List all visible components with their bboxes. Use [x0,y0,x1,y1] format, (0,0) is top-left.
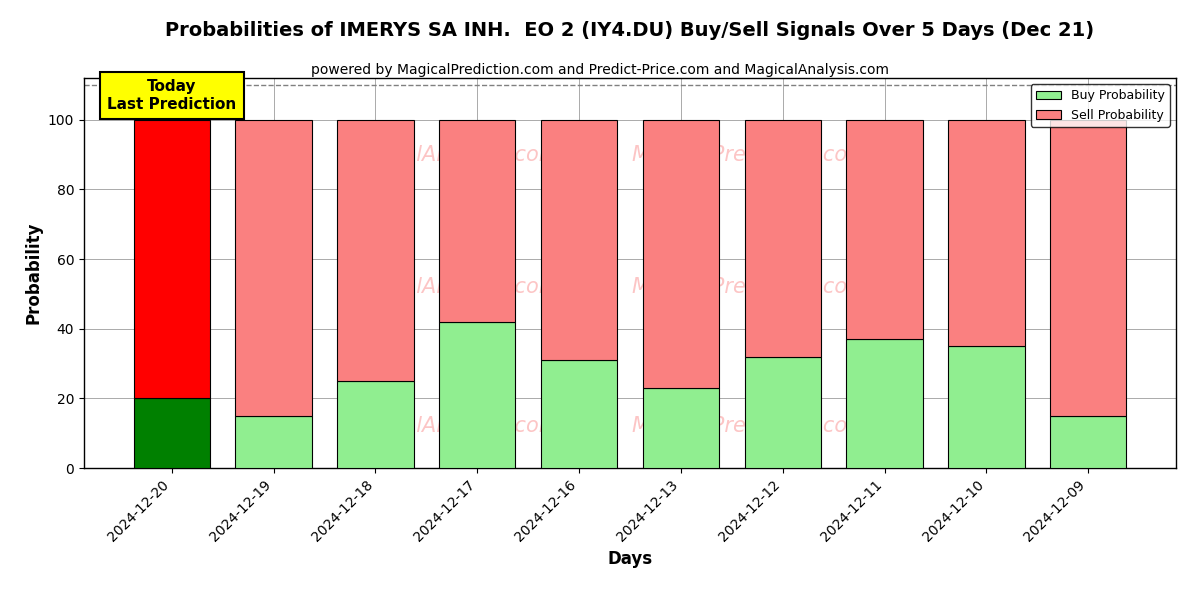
X-axis label: Days: Days [607,550,653,568]
Bar [439,322,516,468]
Bar [948,346,1025,468]
Bar [235,416,312,468]
Bar [337,381,414,468]
Bar [337,120,414,381]
Bar [1050,416,1127,468]
Text: calAnalysis.com           MagicalPrediction.com: calAnalysis.com MagicalPrediction.com [392,277,868,297]
Bar [541,360,617,468]
Bar [643,388,719,468]
Y-axis label: Probability: Probability [24,222,42,324]
Bar [948,120,1025,346]
Bar [133,120,210,398]
Bar [744,120,821,356]
Bar [744,356,821,468]
Legend: Buy Probability, Sell Probability: Buy Probability, Sell Probability [1031,84,1170,127]
Bar [846,120,923,339]
Text: Today
Last Prediction: Today Last Prediction [107,79,236,112]
Text: powered by MagicalPrediction.com and Predict-Price.com and MagicalAnalysis.com: powered by MagicalPrediction.com and Pre… [311,63,889,77]
Bar [133,398,210,468]
Bar [1050,120,1127,416]
Text: calAnalysis.com           MagicalPrediction.com: calAnalysis.com MagicalPrediction.com [392,145,868,164]
Bar [846,339,923,468]
Bar [643,120,719,388]
Title: Probabilities of IMERYS SA INH.  EO 2 (IY4.DU) Buy/Sell Signals Over 5 Days (Dec: Probabilities of IMERYS SA INH. EO 2 (IY… [166,22,1094,40]
Bar [235,120,312,416]
Bar [541,120,617,360]
Bar [439,120,516,322]
Text: calAnalysis.com           MagicalPrediction.com: calAnalysis.com MagicalPrediction.com [392,416,868,436]
